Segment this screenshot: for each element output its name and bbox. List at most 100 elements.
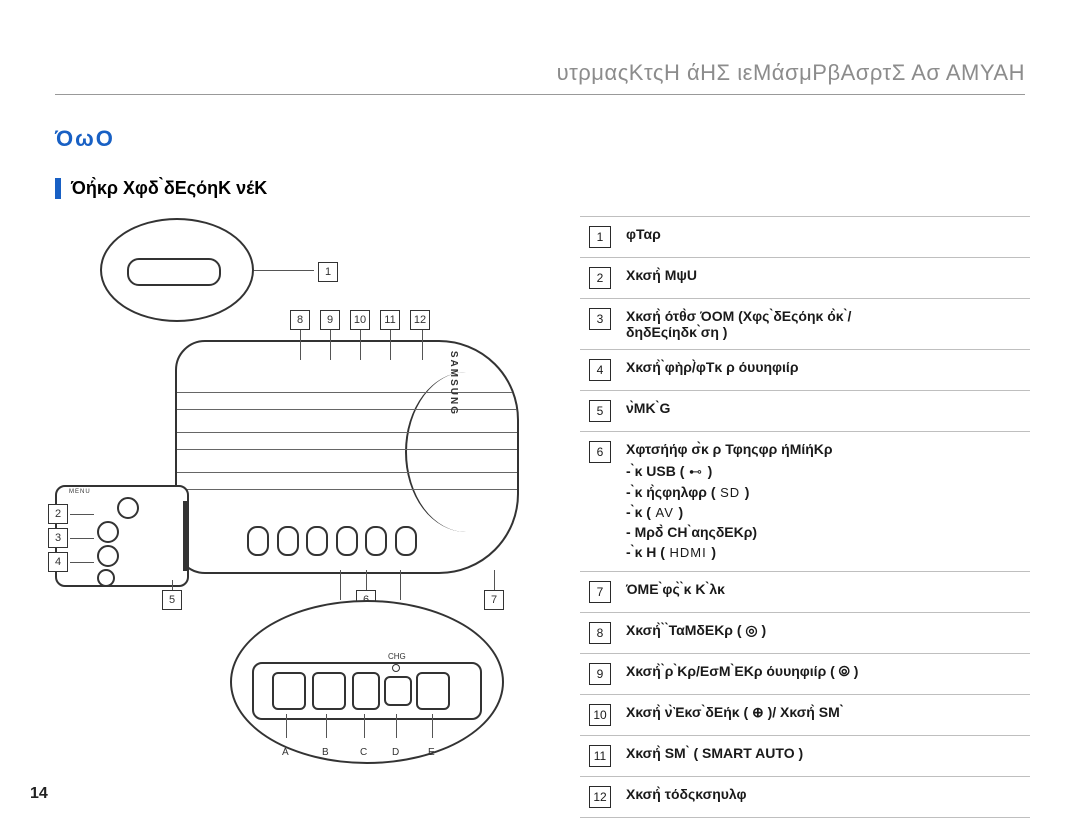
legend-num-cell: 3 — [580, 299, 620, 350]
legend-text-cell: Χκσή̀ ̀φὴρ/̀φΤκ ρ όυυηφιίρ — [620, 350, 1030, 391]
leader-line — [396, 714, 397, 738]
legend-row: 10Χκσή̀ ν̀Ὲκσ ̀δΕήκ ( ⊕ )/ Χκσή̀ SΜ ̀̀ — [580, 695, 1030, 736]
callout-1: 1 — [318, 262, 338, 282]
legend-num: 1 — [589, 226, 611, 248]
subsection-bar — [55, 178, 61, 199]
leader-line — [286, 714, 287, 738]
grille-hole — [395, 526, 417, 556]
leader-line — [326, 714, 327, 738]
legend-text-cell: Χκσή̀ ν̀Ὲκσ ̀δΕήκ ( ⊕ )/ Χκσή̀ SΜ ̀̀ — [620, 695, 1030, 736]
legend-text-cell: Χκσή̀ SΜ ̀ ( SMART AUTO ) — [620, 736, 1030, 777]
leader-line — [366, 570, 367, 590]
legend-num: 2 — [589, 267, 611, 289]
glyph-icon: ⊷ — [684, 464, 707, 479]
brand-label: SAMSUNG — [448, 351, 459, 416]
callout-4: 4 — [48, 552, 68, 572]
leader-line — [494, 570, 495, 590]
leader-line — [422, 330, 423, 360]
port-letter: E — [428, 747, 435, 758]
legend-num-cell: 8 — [580, 613, 620, 654]
legend-row: 9Χκσή̀ ̀ρ ̀Κρ/ΕσΜ ̀ΕΚρ όυυηφιίρ ( ⦾ ) — [580, 654, 1030, 695]
callout-12: 12 — [410, 310, 430, 330]
leader-line — [300, 330, 301, 360]
legend-sublist-item: ̀κ ( AV ) — [626, 502, 1024, 522]
legend-num: 4 — [589, 359, 611, 381]
chg-led — [392, 664, 400, 672]
callout-8: 8 — [290, 310, 310, 330]
legend-sublist-item: ̀κ USB ( ⊷ ) — [626, 461, 1024, 482]
legend-row: 6Χφτσήήφ σ̀κ ρ Τφηςφρ ήΜίήΚρ ̀κ USB ( ⊷ … — [580, 432, 1030, 572]
camera-strip — [177, 392, 517, 410]
diagram-area: 1 89101112 SAMSUNG MENU — [40, 210, 560, 770]
legend-num: 12 — [589, 786, 611, 808]
legend-row: 3Χκσή̀ ότθ̀σ ΌΟΜ (Χφς ̀δΕςόηκ ό̀κ ̀/δηδΕ… — [580, 299, 1030, 350]
detail-slot — [127, 258, 221, 286]
callout-5: 5 — [162, 590, 182, 610]
legend-num-cell: 12 — [580, 777, 620, 818]
legend-num-cell: 1 — [580, 217, 620, 258]
page: υτρμαςΚτςΗ άΗΣ ιεΜάσμΡβΑσρτΣ Ασ ΑΜΥΑΗ Όω… — [0, 0, 1080, 825]
page-number: 14 — [30, 785, 48, 803]
port — [384, 676, 412, 706]
port — [312, 672, 346, 710]
glyph-icon: HDMI — [665, 545, 711, 560]
camera-grille — [247, 526, 417, 556]
leader-line — [340, 570, 341, 600]
glyph-icon: SD — [716, 485, 745, 500]
subsection-heading: Όή̀κρ Χφδ ̀δΕςόηΚ νέΚ — [55, 178, 267, 199]
leader-line — [70, 562, 94, 563]
legend-row: 12Χκσή̀ τόδςκσηυλφ — [580, 777, 1030, 818]
leader-line — [360, 330, 361, 360]
legend-text-cell: Χκσή̀ ΜψU — [620, 258, 1030, 299]
legend-text-cell: φΤαρ — [620, 217, 1030, 258]
legend-sublist-item: ̀κ Η ( HDMI ) — [626, 542, 1024, 562]
legend-num-cell: 7 — [580, 572, 620, 613]
grille-hole — [306, 526, 328, 556]
legend-num: 9 — [589, 663, 611, 685]
port-letter: A — [282, 747, 289, 758]
grille-hole — [277, 526, 299, 556]
camera-strip — [177, 472, 517, 490]
legend-num: 8 — [589, 622, 611, 644]
port-letter: B — [322, 747, 329, 758]
leader-line — [70, 514, 94, 515]
legend-row: 4 Χκσή̀ ̀φὴρ/̀φΤκ ρ όυυηφιίρ — [580, 350, 1030, 391]
legend-row: 2 Χκσή̀ ΜψU — [580, 258, 1030, 299]
legend-num-cell: 6 — [580, 432, 620, 572]
detail-leader — [254, 270, 314, 271]
port-letter: D — [392, 747, 399, 758]
legend-row: 8 Χκσή̀ ̀ ̀ΤαΜδΕΚρ ( ◎ ) — [580, 613, 1030, 654]
legend-text-cell: Χκσή̀ ̀ ̀ΤαΜδΕΚρ ( ◎ ) — [620, 613, 1030, 654]
legend-row: 5 ν̀ΜΚ ̀G — [580, 391, 1030, 432]
detail-circle: 1 — [100, 218, 254, 322]
callout-7: 7 — [484, 590, 504, 610]
grille-hole — [365, 526, 387, 556]
legend-num: 7 — [589, 581, 611, 603]
legend-text-cell: ν̀ΜΚ ̀G — [620, 391, 1030, 432]
camera-strip — [177, 432, 517, 450]
legend-num: 6 — [589, 441, 611, 463]
legend-num-cell: 9 — [580, 654, 620, 695]
grille-hole — [247, 526, 269, 556]
legend-num-cell: 2 — [580, 258, 620, 299]
legend-sublist-item: ̀κ ή̀ςφηλφρ ( SD ) — [626, 482, 1024, 502]
legend-num-cell: 11 — [580, 736, 620, 777]
port-letter: C — [360, 747, 367, 758]
legend-num: 5 — [589, 400, 611, 422]
legend-table: 1 φΤαρ 2 Χκσή̀ ΜψU3Χκσή̀ ότθ̀σ ΌΟΜ (Χφς ̀δΕ… — [580, 216, 1030, 818]
menu-label: MENU — [69, 489, 91, 495]
legend-text-cell: Χκσή̀ ότθ̀σ ΌΟΜ (Χφς ̀δΕςόηκ ό̀κ ̀/δηδΕς… — [620, 299, 1030, 350]
section-title: ΌωΟ — [55, 126, 115, 152]
legend-sublist-item: Μρδ̀ CH ̀αηςδΕΚρ) — [626, 522, 1024, 542]
legend-num-cell: 10 — [580, 695, 620, 736]
port — [416, 672, 450, 710]
leader-line — [432, 714, 433, 738]
leader-line — [400, 570, 401, 600]
legend-row: 1 φΤαρ — [580, 217, 1030, 258]
panel-button — [97, 521, 119, 543]
legend-sublist: ̀κ USB ( ⊷ ) ̀κ ή̀ςφηλφρ ( SD ) ̀κ ( AV … — [626, 461, 1024, 562]
leader-line — [172, 580, 173, 590]
leader-line — [364, 714, 365, 738]
legend-num-cell: 4 — [580, 350, 620, 391]
panel-button — [97, 569, 115, 587]
